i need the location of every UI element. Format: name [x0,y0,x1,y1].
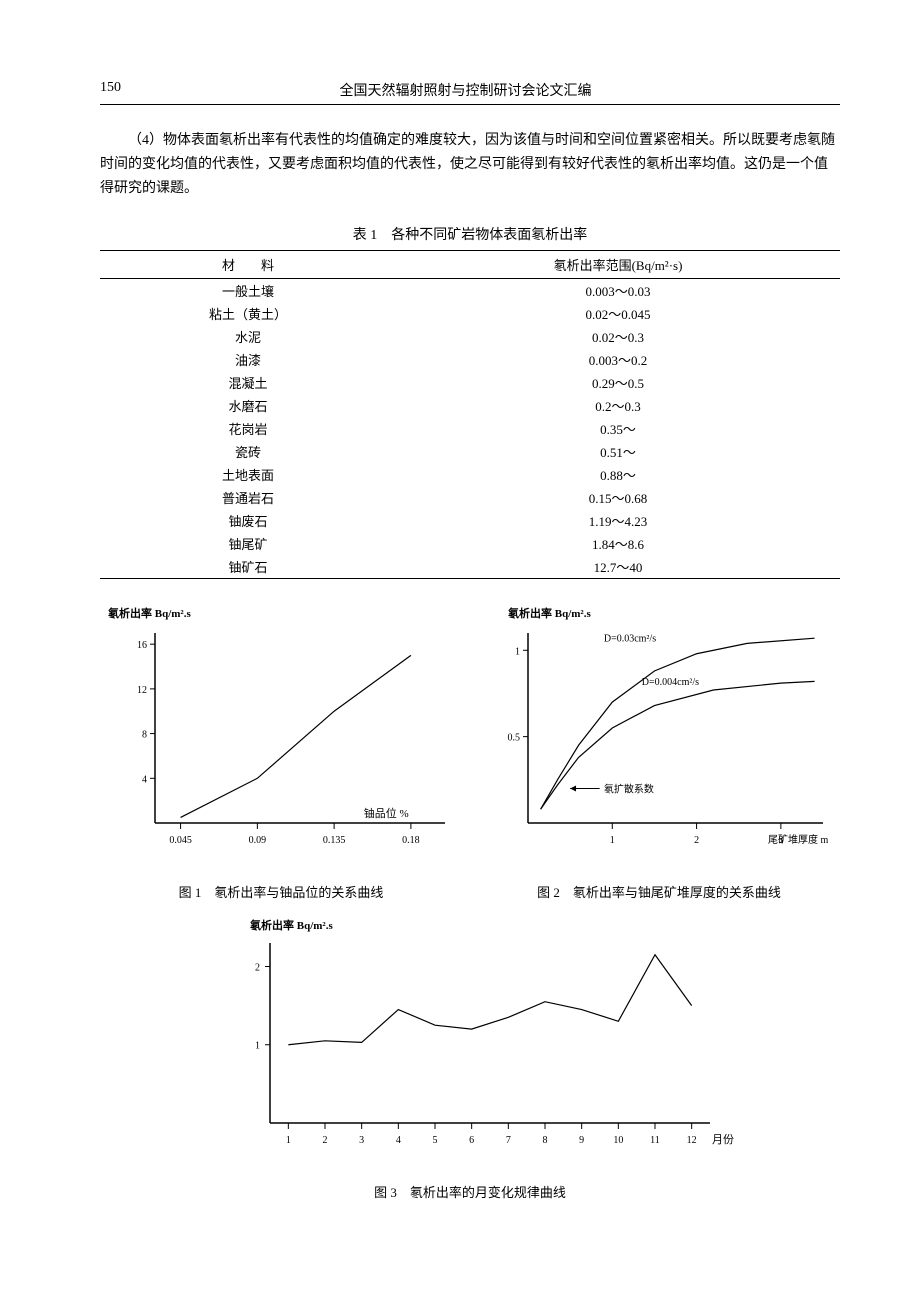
chart-3: 氡析出率 Bq/m².s12123456789101112月份 图 3 氡析出率… [100,913,840,1201]
svg-text:5: 5 [433,1135,438,1146]
svg-text:1: 1 [255,1041,260,1052]
table-row: 一般土壤0.003～0.03 [100,279,840,303]
svg-text:9: 9 [579,1135,584,1146]
svg-text:7: 7 [506,1135,511,1146]
table-cell: 0.02～0.3 [396,325,840,348]
chart-2-caption: 图 2 氡析出率与铀尾矿堆厚度的关系曲线 [478,882,840,901]
svg-text:8: 8 [543,1135,548,1146]
table-cell: 水泥 [100,325,396,348]
table-row: 花岗岩0.35～ [100,417,840,440]
svg-text:0.135: 0.135 [323,835,346,846]
charts-row: 氡析出率 Bq/m².s4812160.0450.090.1350.18铀品位 … [100,603,840,901]
svg-text:D=0.03cm²/s: D=0.03cm²/s [604,634,656,645]
table-cell: 1.84～8.6 [396,532,840,555]
svg-text:氡析出率 Bq/m².s: 氡析出率 Bq/m².s [250,918,333,932]
table-row: 油漆0.003～0.2 [100,348,840,371]
table-cell: 土地表面 [100,463,396,486]
svg-text:11: 11 [650,1135,660,1146]
table-cell: 瓷砖 [100,440,396,463]
svg-text:10: 10 [613,1135,623,1146]
table-row: 水泥0.02～0.3 [100,325,840,348]
svg-text:0.09: 0.09 [249,835,267,846]
table-row: 普通岩石0.15～0.68 [100,486,840,509]
table-cell: 油漆 [100,348,396,371]
table-row: 粘土（黄土）0.02～0.045 [100,302,840,325]
svg-text:4: 4 [396,1135,401,1146]
table-row: 土地表面0.88～ [100,463,840,486]
chart-1-svg: 氡析出率 Bq/m².s 4 8 12 16 0.045 0.09 0.135 0.18 铀品位 … [100,603,460,873]
chart-2: 氡析出率 Bq/m².s0.51123尾矿堆厚度 mD=0.03cm²/sD=0… [478,603,840,901]
svg-text:尾矿堆厚度 m: 尾矿堆厚度 m [768,833,828,846]
svg-text:2: 2 [694,835,699,846]
table-cell: 0.003～0.03 [396,279,840,303]
table-cell: 水磨石 [100,394,396,417]
table-cell: 铀矿石 [100,555,396,579]
table-row: 铀废石1.19～4.23 [100,509,840,532]
table-cell: 0.02～0.045 [396,302,840,325]
materials-table: 材 料 氡析出率范围(Bq/m²·s) 一般土壤0.003～0.03粘土（黄土）… [100,250,840,579]
svg-text:氡析出率 Bq/m².s: 氡析出率 Bq/m².s [108,606,191,620]
svg-text:16: 16 [137,641,147,652]
chart-3-caption: 图 3 氡析出率的月变化规律曲线 [100,1182,840,1201]
svg-text:2: 2 [255,963,260,974]
table-cell: 粘土（黄土） [100,302,396,325]
table-cell: 0.2～0.3 [396,394,840,417]
table-cell: 铀废石 [100,509,396,532]
table-cell: 1.19～4.23 [396,509,840,532]
svg-text:0.5: 0.5 [508,733,521,744]
table-cell: 普通岩石 [100,486,396,509]
svg-text:8: 8 [142,730,147,741]
table-cell: 一般土壤 [100,279,396,303]
svg-text:4: 4 [142,775,147,786]
table-cell: 0.51～ [396,440,840,463]
table-row: 铀尾矿1.84～8.6 [100,532,840,555]
svg-text:3: 3 [359,1135,364,1146]
table-cell: 0.88～ [396,463,840,486]
svg-text:12: 12 [687,1135,697,1146]
svg-text:12: 12 [137,685,147,696]
table-caption: 表 1 各种不同矿岩物体表面氡析出率 [100,224,840,244]
chart-2-svg: 氡析出率 Bq/m².s0.51123尾矿堆厚度 mD=0.03cm²/sD=0… [478,603,838,873]
svg-text:氡析出率 Bq/m².s: 氡析出率 Bq/m².s [508,606,591,620]
table-cell: 混凝土 [100,371,396,394]
svg-text:月份: 月份 [712,1133,734,1146]
body-paragraph: （4）物体表面氡析出率有代表性的均值确定的难度较大，因为该值与时间和空间位置紧密… [100,129,840,200]
svg-text:铀品位 %: 铀品位 % [364,806,409,820]
svg-text:0.045: 0.045 [169,835,192,846]
svg-text:6: 6 [469,1135,474,1146]
page-number: 150 [100,80,121,100]
table-row: 铀矿石12.7～40 [100,555,840,579]
table-row: 混凝土0.29～0.5 [100,371,840,394]
chart-3-svg: 氡析出率 Bq/m².s12123456789101112月份 [200,913,740,1173]
table-cell: 0.003～0.2 [396,348,840,371]
table-cell: 铀尾矿 [100,532,396,555]
svg-text:氡扩散系数: 氡扩散系数 [604,783,654,796]
table-cell: 12.7～40 [396,555,840,579]
svg-text:1: 1 [515,647,520,658]
table-row: 瓷砖0.51～ [100,440,840,463]
svg-text:1: 1 [610,835,615,846]
table-cell: 0.35～ [396,417,840,440]
chart-1: 氡析出率 Bq/m².s 4 8 12 16 0.045 0.09 0.135 0.18 铀品位 … [100,603,462,901]
page-header: 150 全国天然辐射照射与控制研讨会论文汇编 [100,80,840,105]
table-cell: 花岗岩 [100,417,396,440]
table-cell: 0.15～0.68 [396,486,840,509]
svg-text:D=0.004cm²/s: D=0.004cm²/s [642,677,699,688]
table-col-material: 材 料 [100,251,396,279]
svg-text:0.18: 0.18 [402,835,420,846]
header-title: 全国天然辐射照射与控制研讨会论文汇编 [340,80,592,100]
chart-1-caption: 图 1 氡析出率与铀品位的关系曲线 [100,882,462,901]
svg-text:1: 1 [286,1135,291,1146]
svg-text:2: 2 [323,1135,328,1146]
table-cell: 0.29～0.5 [396,371,840,394]
table-col-range: 氡析出率范围(Bq/m²·s) [396,251,840,279]
table-row: 水磨石0.2～0.3 [100,394,840,417]
